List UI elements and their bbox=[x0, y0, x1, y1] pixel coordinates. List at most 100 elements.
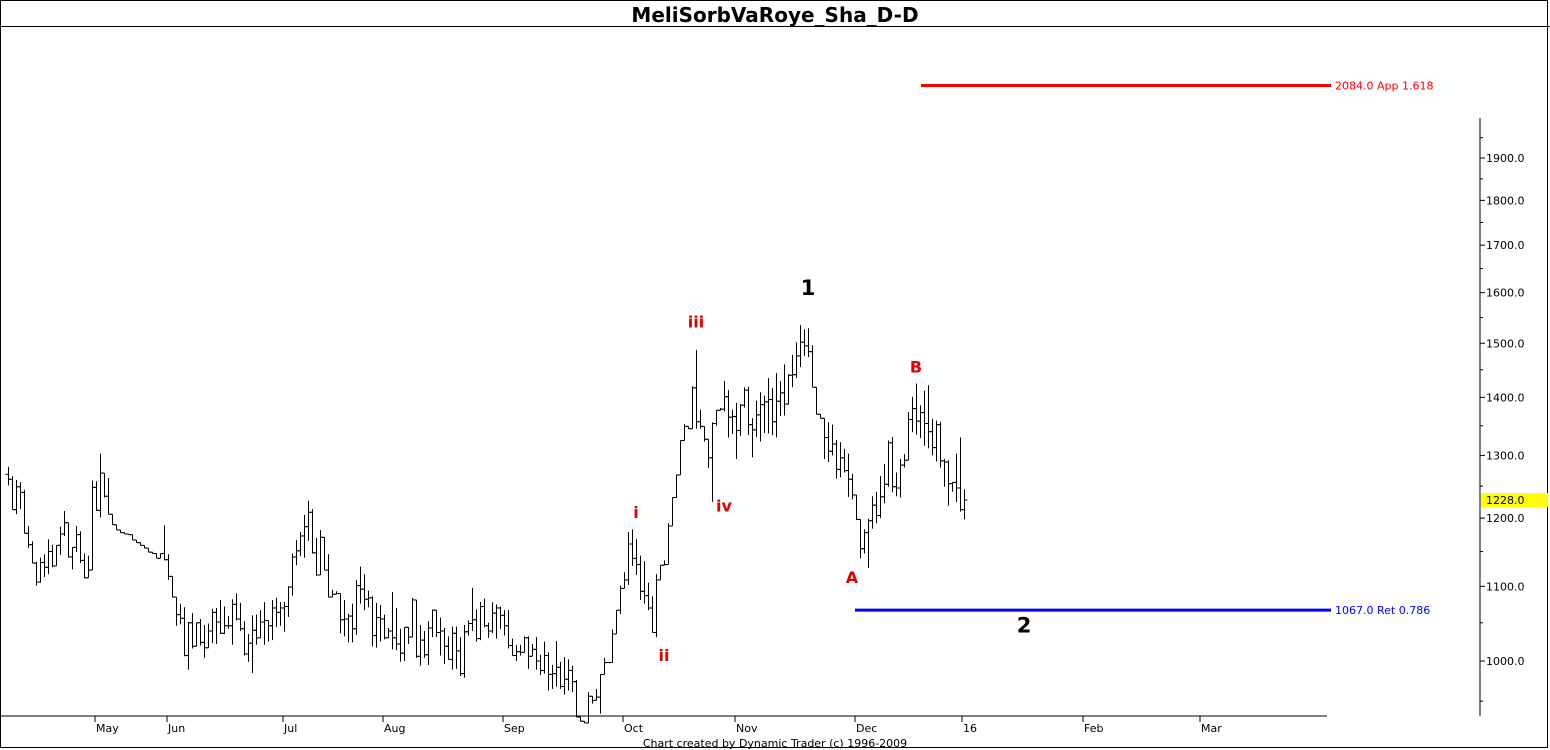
ohlc-bar bbox=[417, 625, 424, 666]
ohlc-bar bbox=[353, 579, 360, 635]
ohlc-bar bbox=[389, 592, 396, 650]
chart-credit: Chart created by Dynamic Trader (c) 1996… bbox=[642, 737, 908, 750]
ohlc-bar bbox=[769, 387, 776, 436]
wave-label-iv: iv bbox=[716, 497, 732, 516]
ohlc-bar bbox=[789, 354, 796, 388]
wave-label-B: B bbox=[910, 358, 922, 377]
ohlc-bar bbox=[317, 529, 324, 576]
ohlc-bar bbox=[437, 617, 444, 656]
ohlc-bar bbox=[565, 659, 572, 691]
x-tick-label: Oct bbox=[624, 722, 644, 735]
ohlc-bar bbox=[217, 599, 224, 635]
ohlc-bar bbox=[293, 539, 300, 566]
ohlc-bar bbox=[553, 640, 560, 687]
ohlc-bar bbox=[229, 599, 236, 645]
y-tick-label: 1200.0 bbox=[1486, 512, 1525, 525]
ohlc-bar bbox=[749, 418, 756, 458]
ohlc-bar bbox=[853, 494, 860, 521]
ohlc-bar bbox=[961, 489, 968, 520]
ohlc-bar bbox=[313, 537, 320, 576]
ohlc-bar bbox=[665, 523, 672, 566]
current-price-badge bbox=[1481, 493, 1548, 508]
ohlc-bar bbox=[921, 390, 928, 446]
y-tick-label: 1600.0 bbox=[1486, 287, 1525, 300]
ohlc-bar bbox=[237, 602, 244, 632]
ohlc-bar bbox=[949, 481, 956, 492]
ohlc-bar bbox=[721, 380, 728, 412]
ohlc-bar bbox=[157, 553, 164, 559]
ohlc-bar bbox=[421, 631, 428, 658]
ohlc-bar bbox=[21, 489, 28, 534]
ohlc-bar bbox=[357, 566, 364, 604]
ohlc-bar bbox=[485, 622, 492, 638]
ohlc-bar bbox=[953, 453, 960, 502]
ohlc-bar bbox=[385, 628, 392, 639]
ohlc-bar bbox=[833, 439, 840, 479]
x-tick-label: Sep bbox=[504, 722, 525, 735]
x-tick-label: Mar bbox=[1201, 722, 1222, 735]
ohlc-bar bbox=[289, 553, 296, 596]
ohlc-bar bbox=[377, 605, 384, 642]
ohlc-bar bbox=[825, 422, 832, 463]
ohlc-bar bbox=[757, 392, 764, 442]
ohlc-bar bbox=[321, 536, 328, 571]
ohlc-bar bbox=[453, 626, 460, 669]
ohlc-bar bbox=[49, 544, 56, 568]
ohlc-bar bbox=[409, 597, 416, 638]
level-label-0: 2084.0 App 1.618 bbox=[1335, 80, 1433, 93]
ohlc-bar bbox=[169, 575, 176, 598]
ohlc-bar bbox=[265, 620, 272, 642]
ohlc-bar bbox=[773, 373, 780, 438]
ohlc-bar bbox=[737, 404, 744, 436]
ohlc-bar bbox=[173, 596, 180, 626]
ohlc-bar bbox=[517, 644, 524, 656]
wave-label-i: i bbox=[633, 503, 638, 522]
ohlc-bar bbox=[593, 688, 600, 701]
ohlc-bar bbox=[533, 637, 540, 670]
ohlc-bar bbox=[445, 636, 452, 660]
ohlc-bar bbox=[9, 476, 16, 511]
ohlc-bar bbox=[845, 453, 852, 497]
ohlc-bar bbox=[489, 602, 496, 634]
x-tick-label: Nov bbox=[736, 722, 758, 735]
x-tick-label: Jun bbox=[167, 722, 185, 735]
ohlc-bar bbox=[917, 405, 924, 439]
ohlc-bar bbox=[733, 402, 740, 460]
ohlc-bar bbox=[557, 661, 564, 689]
ohlc-bar bbox=[577, 716, 584, 722]
ohlc-bar bbox=[689, 386, 696, 430]
ohlc-bar bbox=[945, 460, 952, 506]
ohlc-bar bbox=[529, 643, 536, 657]
ohlc-bar bbox=[657, 564, 664, 581]
ohlc-bar bbox=[797, 325, 804, 368]
ohlc-bar bbox=[13, 479, 20, 515]
y-tick-label: 1400.0 bbox=[1486, 391, 1525, 404]
ohlc-bar bbox=[381, 614, 388, 640]
ohlc-bar bbox=[669, 496, 676, 527]
ohlc-bar bbox=[277, 602, 284, 626]
ohlc-bar bbox=[913, 383, 920, 435]
ohlc-bar bbox=[365, 590, 372, 608]
level-label-1: 1067.0 Ret 0.786 bbox=[1335, 604, 1430, 617]
ohlc-bar bbox=[5, 466, 12, 486]
x-tick-label: 16 bbox=[963, 722, 977, 735]
ohlc-bar bbox=[597, 673, 604, 714]
ohlc-bar bbox=[641, 561, 648, 604]
x-tick-label: Aug bbox=[384, 722, 405, 735]
ohlc-bar bbox=[821, 417, 828, 460]
ohlc-bar bbox=[549, 664, 556, 689]
ohlc-bar bbox=[37, 557, 44, 583]
ohlc-bar bbox=[817, 413, 824, 419]
ohlc-bar bbox=[329, 589, 336, 598]
ohlc-bar bbox=[497, 606, 504, 629]
ohlc-bar bbox=[429, 609, 436, 638]
ohlc-bar bbox=[433, 609, 440, 638]
wave-label-ii: ii bbox=[659, 646, 670, 665]
ohlc-bar bbox=[509, 638, 516, 657]
ohlc-bar bbox=[345, 613, 352, 643]
ohlc-bar bbox=[93, 481, 100, 511]
ohlc-bar bbox=[69, 546, 76, 570]
wave-label-iii: iii bbox=[688, 313, 704, 332]
title-divider bbox=[0, 26, 1550, 27]
